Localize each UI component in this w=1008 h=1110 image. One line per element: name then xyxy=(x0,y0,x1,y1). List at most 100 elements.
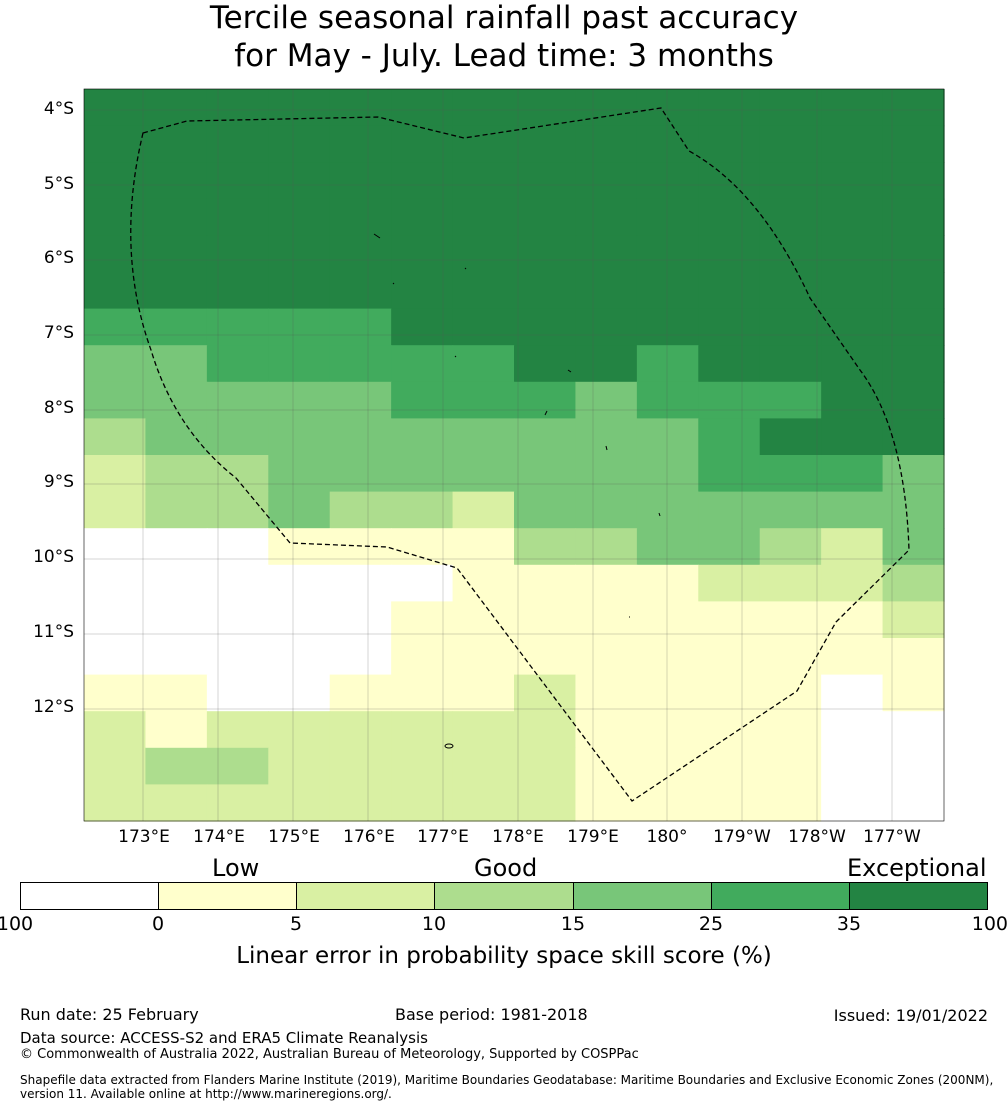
grid-cell xyxy=(206,674,269,712)
grid-cell xyxy=(145,162,208,200)
grid-cell xyxy=(452,345,515,383)
grid-cell xyxy=(514,272,577,310)
grid-cell xyxy=(268,235,331,273)
island xyxy=(464,267,467,270)
grid-cell xyxy=(882,747,945,785)
grid-cell xyxy=(268,345,331,383)
map-title-line-1: Tercile seasonal rainfall past accuracy xyxy=(209,0,799,36)
grid-cell xyxy=(514,308,577,346)
grid-cell xyxy=(391,235,454,273)
grid-cell xyxy=(882,125,945,163)
grid-cell xyxy=(575,711,638,749)
grid-cell xyxy=(268,638,331,676)
grid-cell xyxy=(145,235,208,273)
grid-cell xyxy=(514,747,577,785)
grid-cell xyxy=(206,345,269,383)
grid-cell xyxy=(329,674,392,712)
grid-cell xyxy=(698,125,761,163)
grid-cell xyxy=(882,345,945,383)
grid-cell xyxy=(145,491,208,529)
grid-cell xyxy=(821,491,884,529)
grid-cell xyxy=(882,89,945,127)
grid-cell xyxy=(882,198,945,236)
grid-cell xyxy=(514,711,577,749)
grid-cell xyxy=(636,491,699,529)
grid-cell xyxy=(759,308,822,346)
grid-cell xyxy=(575,418,638,456)
grid-cell xyxy=(636,345,699,383)
grid-cell xyxy=(452,235,515,273)
grid-cell xyxy=(636,784,699,822)
grid-cell xyxy=(268,528,331,566)
grid-cell xyxy=(391,418,454,456)
grid-cell xyxy=(329,784,392,822)
map-frame xyxy=(83,88,945,822)
grid-cell xyxy=(391,198,454,236)
grid-cell xyxy=(698,747,761,785)
grid-cell xyxy=(575,345,638,383)
lat-label: 6°S xyxy=(43,248,74,268)
grid-cell xyxy=(698,308,761,346)
grid-cell xyxy=(698,601,761,639)
lat-label: 5°S xyxy=(43,174,74,194)
grid-cell xyxy=(329,747,392,785)
grid-cell xyxy=(759,162,822,200)
colorbar-segment xyxy=(435,883,574,909)
grid-cell xyxy=(759,272,822,310)
grid-cell xyxy=(636,308,699,346)
grid-cell xyxy=(268,601,331,639)
grid-cell xyxy=(391,674,454,712)
grid-cell xyxy=(759,418,822,456)
grid-cell xyxy=(329,491,392,529)
grid-cell xyxy=(268,711,331,749)
run-date: Run date: 25 February xyxy=(20,1005,199,1024)
grid-cell xyxy=(882,491,945,529)
grid-cell xyxy=(145,272,208,310)
colorbar-tick: 100 xyxy=(971,913,1008,935)
grid-cell xyxy=(84,674,147,712)
colorbar-segment xyxy=(711,883,850,909)
shapefile-credit-line-2: version 11. Available online at http://w… xyxy=(20,1087,392,1101)
grid-cell xyxy=(514,491,577,529)
grid-cell xyxy=(391,601,454,639)
colorbar-tick: 10 xyxy=(421,913,447,935)
grid-cell xyxy=(575,638,638,676)
grid-cell xyxy=(391,747,454,785)
grid-cell xyxy=(882,308,945,346)
lat-label: 10°S xyxy=(33,547,74,567)
grid-cell xyxy=(821,308,884,346)
grid-cell xyxy=(145,711,208,749)
grid-cell xyxy=(882,162,945,200)
skill-score-grid xyxy=(84,89,945,822)
grid-cell xyxy=(759,345,822,383)
grid-cell xyxy=(821,674,884,712)
grid-cell xyxy=(329,638,392,676)
grid-cell xyxy=(636,674,699,712)
grid-cell xyxy=(759,198,822,236)
shapefile-credit-line-1: Shapefile data extracted from Flanders M… xyxy=(20,1073,994,1087)
grid-cell xyxy=(329,162,392,200)
grid-cell xyxy=(84,711,147,749)
grid-cell xyxy=(698,528,761,566)
grid-cell xyxy=(329,601,392,639)
grid-cell xyxy=(206,272,269,310)
grid-cell xyxy=(391,162,454,200)
grid-cell xyxy=(636,381,699,419)
grid-cell xyxy=(84,418,147,456)
grid-cell xyxy=(882,381,945,419)
grid-cell xyxy=(636,272,699,310)
grid-cell xyxy=(452,198,515,236)
grid-cell xyxy=(391,564,454,602)
lat-label: 7°S xyxy=(43,323,74,343)
colorbar-segment xyxy=(21,883,160,909)
grid-cell xyxy=(698,564,761,602)
grid-cell xyxy=(636,455,699,493)
grid-cell xyxy=(575,491,638,529)
grid-cell xyxy=(391,784,454,822)
grid-cell xyxy=(84,235,147,273)
grid-cell xyxy=(84,638,147,676)
grid-cell xyxy=(268,784,331,822)
grid-cell xyxy=(391,308,454,346)
grid-cell xyxy=(821,528,884,566)
lon-label: 179°W xyxy=(713,827,771,847)
